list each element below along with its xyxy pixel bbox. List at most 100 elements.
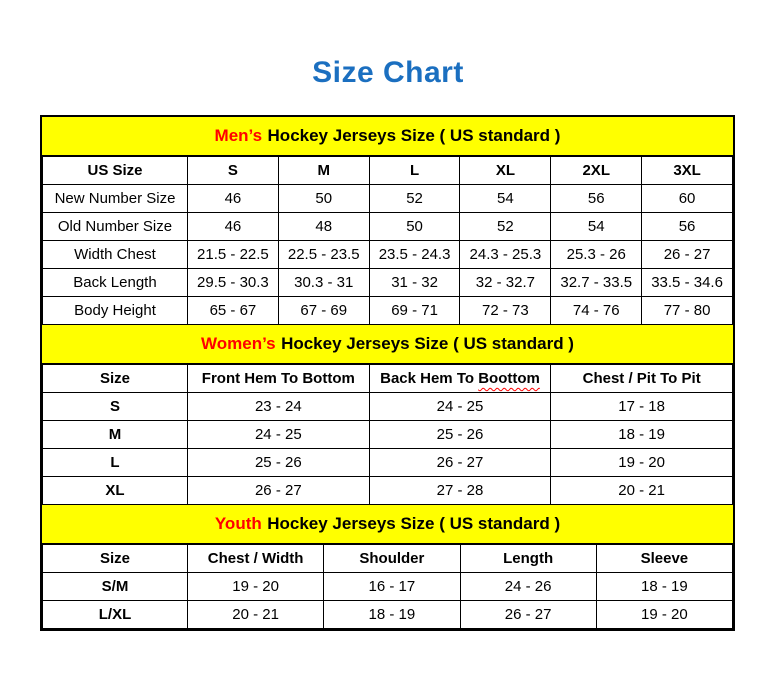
row-label: L [42, 448, 188, 477]
column-header: Sleeve [595, 544, 734, 573]
table-cell: 74 - 76 [550, 296, 643, 325]
table-cell: 27 - 28 [368, 476, 552, 505]
header-row: Size Front Hem To Bottom Back Hem To Boott… [42, 364, 733, 393]
table-row: Width Chest 21.5 - 22.5 22.5 - 23.5 23.5 - … [42, 240, 733, 269]
column-header: XL [459, 156, 552, 185]
column-header: Back Hem To Boottom [368, 364, 552, 393]
table-cell: 18 - 19 [595, 572, 734, 601]
column-header: 3XL [641, 156, 733, 185]
row-label: Back Length [42, 268, 188, 297]
table-cell: 56 [550, 184, 643, 213]
row-label: XL [42, 476, 188, 505]
table-cell: 52 [368, 184, 461, 213]
table-cell: 31 - 32 [368, 268, 461, 297]
row-label: New Number Size [42, 184, 188, 213]
row-label: M [42, 420, 188, 449]
misspelled-word: Boottom [478, 370, 540, 387]
table-cell: 54 [459, 184, 552, 213]
table-cell: 16 - 17 [323, 572, 461, 601]
table-cell: 26 - 27 [641, 240, 733, 269]
column-header: L [368, 156, 461, 185]
table-cell: 54 [550, 212, 643, 241]
table-cell: 52 [459, 212, 552, 241]
table-cell: 25 - 26 [368, 420, 552, 449]
womens-section-header: Women’s Hockey Jerseys Size ( US standard… [42, 325, 733, 364]
table-cell: 25.3 - 26 [550, 240, 643, 269]
column-header: Length [459, 544, 597, 573]
column-header: M [277, 156, 370, 185]
table-cell: 24 - 25 [368, 392, 552, 421]
column-header: Chest / Pit To Pit [550, 364, 733, 393]
mens-section: Men’s Hockey Jerseys Size ( US standard )… [42, 117, 733, 325]
table-cell: 46 [187, 184, 279, 213]
table-cell: 26 - 27 [459, 600, 597, 629]
table-cell: 18 - 19 [323, 600, 461, 629]
table-cell: 33.5 - 34.6 [641, 268, 733, 297]
mens-section-header: Men’s Hockey Jerseys Size ( US standard ) [42, 117, 733, 156]
column-header: S [187, 156, 279, 185]
mens-section-highlight: Men’s [214, 126, 263, 145]
table-row: L 25 - 26 26 - 27 19 - 20 [42, 448, 733, 477]
womens-section: Women’s Hockey Jerseys Size ( US standard… [42, 325, 733, 505]
table-cell: 18 - 19 [550, 420, 733, 449]
table-cell: 72 - 73 [459, 296, 552, 325]
table-row: M 24 - 25 25 - 26 18 - 19 [42, 420, 733, 449]
table-cell: 32.7 - 33.5 [550, 268, 643, 297]
row-label: Width Chest [42, 240, 188, 269]
table-cell: 60 [641, 184, 733, 213]
header-row: Size Chest / Width Shoulder Length Sleeve [42, 544, 734, 573]
mens-size-table: US Size S M L XL 2XL 3XL New Number Size 46 50 52 5… [42, 156, 733, 325]
table-row: Body Height 65 - 67 67 - 69 69 - 71 72 - 73 7… [42, 296, 733, 325]
table-cell: 26 - 27 [187, 476, 370, 505]
table-cell: 65 - 67 [187, 296, 279, 325]
column-header: Chest / Width [186, 544, 325, 573]
youth-section-header: Youth Hockey Jerseys Size ( US standard ) [42, 505, 733, 544]
row-label-column-header: Size [42, 544, 188, 573]
row-label-column-header: Size [42, 364, 188, 393]
table-cell: 77 - 80 [641, 296, 733, 325]
column-header-text: Back Hem To [380, 370, 479, 387]
table-cell: 24 - 25 [187, 420, 370, 449]
column-header: Shoulder [323, 544, 461, 573]
table-cell: 22.5 - 23.5 [277, 240, 370, 269]
table-cell: 21.5 - 22.5 [187, 240, 279, 269]
table-cell: 20 - 21 [186, 600, 325, 629]
size-chart: Men’s Hockey Jerseys Size ( US standard )… [40, 115, 735, 631]
page-title: Size Chart [312, 56, 464, 89]
row-label: L/XL [42, 600, 188, 629]
youth-size-table: Size Chest / Width Shoulder Length Sleeve S/M… [42, 544, 734, 629]
table-cell: 67 - 69 [277, 296, 370, 325]
row-label: Old Number Size [42, 212, 188, 241]
row-label-column-header: US Size [42, 156, 188, 185]
table-cell: 20 - 21 [550, 476, 733, 505]
table-cell: 25 - 26 [187, 448, 370, 477]
womens-size-table: Size Front Hem To Bottom Back Hem To Boott… [42, 364, 733, 505]
table-cell: 23 - 24 [187, 392, 370, 421]
table-cell: 19 - 20 [595, 600, 734, 629]
table-cell: 46 [187, 212, 279, 241]
table-cell: 50 [277, 184, 370, 213]
youth-section-highlight: Youth [214, 514, 262, 533]
table-row: S/M 19 - 20 16 - 17 24 - 26 18 - 19 [42, 572, 734, 601]
header-row: US Size S M L XL 2XL 3XL [42, 156, 733, 185]
table-cell: 32 - 32.7 [459, 268, 552, 297]
table-cell: 24 - 26 [459, 572, 597, 601]
table-row: Back Length 29.5 - 30.3 30.3 - 31 31 - 32 32… [42, 268, 733, 297]
table-cell: 24.3 - 25.3 [459, 240, 552, 269]
table-cell: 29.5 - 30.3 [187, 268, 279, 297]
table-row: XL 26 - 27 27 - 28 20 - 21 [42, 476, 733, 505]
youth-section: Youth Hockey Jerseys Size ( US standard )… [42, 505, 734, 629]
table-cell: 19 - 20 [186, 572, 325, 601]
table-cell: 23.5 - 24.3 [368, 240, 461, 269]
table-cell: 50 [368, 212, 461, 241]
table-row: S 23 - 24 24 - 25 17 - 18 [42, 392, 733, 421]
womens-section-highlight: Women’s [201, 334, 276, 353]
table-row: New Number Size 46 50 52 54 56 60 [42, 184, 733, 213]
table-cell: 19 - 20 [550, 448, 733, 477]
table-row: L/XL 20 - 21 18 - 19 26 - 27 19 - 20 [42, 600, 734, 629]
table-cell: 30.3 - 31 [277, 268, 370, 297]
youth-section-title: Hockey Jerseys Size ( US standard ) [267, 514, 561, 533]
table-cell: 48 [277, 212, 370, 241]
table-row: Old Number Size 46 48 50 52 54 56 [42, 212, 733, 241]
row-label: Body Height [42, 296, 188, 325]
